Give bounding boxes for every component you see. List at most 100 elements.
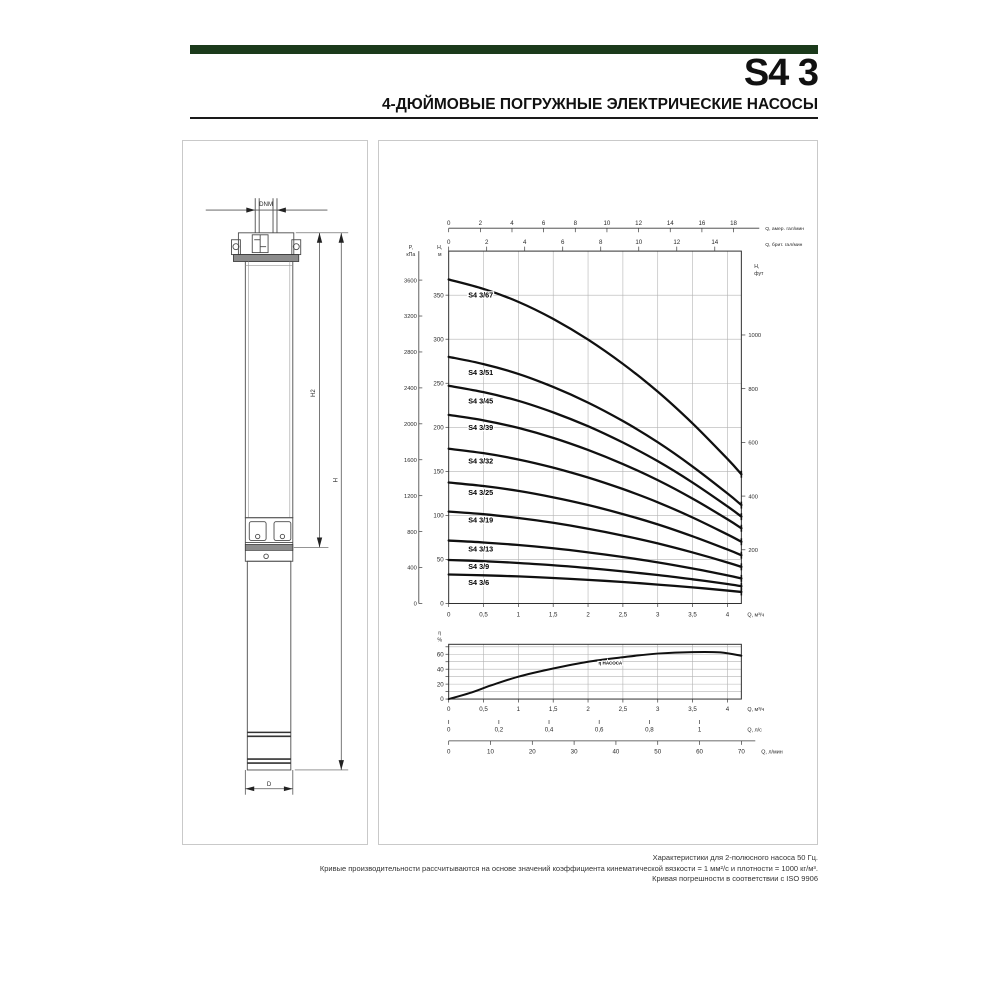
- imp-gpm-tick-label: 6: [561, 239, 565, 246]
- m3h-tick-label: 3,5: [688, 611, 697, 618]
- curve-label: S4 3/9: [468, 562, 489, 571]
- pump-body: [244, 261, 294, 519]
- main-chart-axes: 050100150200250300350H,м0400800120016002…: [404, 220, 804, 618]
- kpa-tick-label: 2000: [404, 422, 417, 428]
- imp-gpm-tick-label: 0: [447, 239, 451, 246]
- curve-label: S4 3/32: [468, 456, 493, 465]
- eff-m3h-tick-label: 2,5: [619, 706, 628, 713]
- h-m-tick-label: 200: [433, 424, 444, 431]
- curve-label: S4 3/13: [468, 544, 493, 553]
- imp-gpm-tick-label: 12: [673, 239, 680, 246]
- ft-tick-label: 400: [748, 494, 758, 500]
- pump-drawing-panel: DNM D H2 H: [182, 140, 368, 845]
- kpa-axis-unit: кПа: [406, 252, 415, 258]
- h-dimension-label: H: [332, 478, 339, 482]
- dnm-dimension: [205, 207, 328, 213]
- h-dimension: [294, 232, 349, 771]
- h-m-tick-label: 150: [433, 469, 444, 476]
- kpa-tick-label: 2800: [404, 350, 417, 356]
- eff-chart-axes: 0 20 40 60 η% 0 0,5 1 1,5 2 2,5 3 3,5 4 Q, м³/ч 0 0,2 0,4…: [437, 630, 783, 755]
- curve-label: S4 3/51: [468, 368, 493, 377]
- m3h-tick-label: 1: [517, 611, 521, 618]
- pump-curves: S4 3/67 S4 3/51 S4 3/45 S4 3/39 S4 3/32 S4 3/…: [447, 278, 743, 596]
- us-gpm-tick-label: 2: [479, 220, 483, 227]
- lmin-tick-label: 60: [696, 748, 703, 755]
- imp-gpm-tick-label: 10: [635, 239, 642, 246]
- curve-S4-3-9: [447, 558, 743, 588]
- us-gpm-axis-unit: Q, амер. гал/мин: [765, 226, 804, 232]
- performance-charts: 050100150200250300350H,м0400800120016002…: [404, 220, 804, 755]
- h-m-axis-unit: м: [438, 252, 442, 258]
- kpa-tick-label: 1600: [404, 458, 417, 464]
- efficiency-curve-group: η НАСОСА: [447, 650, 743, 701]
- footer-notes: Характеристики для 2-полюсного насоса 50…: [320, 853, 818, 885]
- performance-chart-panel: 0 50 100 150 200 250 300 350 H, м 0 400 800 1200 1600 2…: [378, 140, 818, 845]
- us-gpm-tick-label: 4: [510, 220, 514, 227]
- h2-dimension-label: H2: [310, 389, 317, 397]
- curve-S4-3-39: [447, 413, 743, 530]
- main-chart-frame: [448, 250, 742, 604]
- m3h-axis-unit: Q, м³/ч: [747, 612, 764, 618]
- eta-axis-unit: η: [438, 630, 441, 636]
- efficiency-curve-label: η НАСОСА: [598, 660, 622, 665]
- pump-dimensional-drawing: DNM D H2 H: [205, 198, 349, 795]
- h2-dimension: [293, 232, 329, 548]
- us-gpm-tick-label: 10: [604, 220, 611, 227]
- page-title: S4 3: [743, 52, 819, 94]
- h-m-tick-label: 300: [433, 336, 444, 343]
- curve-label: S4 3/67: [468, 291, 493, 300]
- us-gpm-tick-label: 14: [667, 220, 674, 227]
- lmin-tick-label: 0: [447, 748, 451, 755]
- footer-note-line: Характеристики для 2-полюсного насоса 50…: [652, 853, 818, 862]
- lmin-tick-label: 40: [612, 748, 619, 755]
- lps-tick-label: 0,8: [645, 726, 654, 733]
- lps-tick-label: 0: [447, 726, 451, 733]
- kpa-tick-label: 0: [414, 602, 417, 608]
- imp-gpm-tick-label: 2: [485, 239, 489, 246]
- curve-S4-3-45: [447, 384, 743, 518]
- kpa-tick-label: 3600: [404, 278, 417, 284]
- d-dimension-label: D: [267, 781, 272, 788]
- ft-tick-label: 200: [748, 548, 758, 554]
- curve-S4-3-67: [447, 278, 743, 476]
- eff-m3h-tick-label: 0: [447, 706, 451, 713]
- us-gpm-tick-label: 8: [574, 220, 578, 227]
- m3h-tick-label: 2: [586, 611, 590, 618]
- imp-gpm-tick-label: 14: [711, 239, 718, 246]
- lps-tick-label: 0,2: [495, 726, 504, 733]
- m3h-tick-label: 0,5: [479, 611, 488, 618]
- footer-note-line: Кривые производительности рассчитываются…: [319, 863, 818, 873]
- eta-tick-label: 40: [437, 666, 444, 673]
- curve-label: S4 3/25: [468, 488, 493, 497]
- dnm-dimension-label: DNM: [259, 201, 273, 208]
- h-m-axis-unit: H,: [437, 245, 442, 251]
- m3h-tick-label: 4: [726, 611, 730, 618]
- footer-note-line: Кривая погрешности в соответствии с ISO …: [652, 874, 818, 883]
- us-gpm-tick-label: 18: [730, 220, 737, 227]
- eff-m3h-tick-label: 3: [656, 706, 660, 713]
- imp-gpm-tick-label: 4: [523, 239, 527, 246]
- h-m-tick-label: 250: [433, 380, 444, 387]
- ft-tick-label: 800: [748, 387, 758, 393]
- curve-S4-3-51: [447, 355, 743, 507]
- ft-tick-label: 600: [748, 441, 758, 447]
- lmin-axis-unit: Q, л/мин: [761, 749, 782, 755]
- suction-interconnection: [244, 517, 294, 562]
- us-gpm-tick-label: 12: [635, 220, 642, 227]
- eff-chart-frame: [448, 643, 742, 700]
- lmin-tick-label: 70: [738, 748, 745, 755]
- ft-axis-unit: фут: [754, 271, 764, 277]
- kpa-axis-unit: P,: [409, 245, 413, 251]
- curve-label: S4 3/39: [468, 423, 493, 432]
- h-m-tick-label: 50: [437, 557, 444, 564]
- m3h-tick-label: 1,5: [549, 611, 558, 618]
- curve-label: S4 3/19: [468, 515, 493, 524]
- ft-tick-label: 1000: [748, 333, 761, 339]
- pump-head: [231, 232, 302, 262]
- eta-tick-label: 20: [437, 681, 444, 688]
- header-rule: [190, 117, 818, 119]
- lps-tick-label: 1: [698, 726, 702, 733]
- m3h-tick-label: 2,5: [619, 611, 628, 618]
- kpa-tick-label: 800: [407, 530, 417, 536]
